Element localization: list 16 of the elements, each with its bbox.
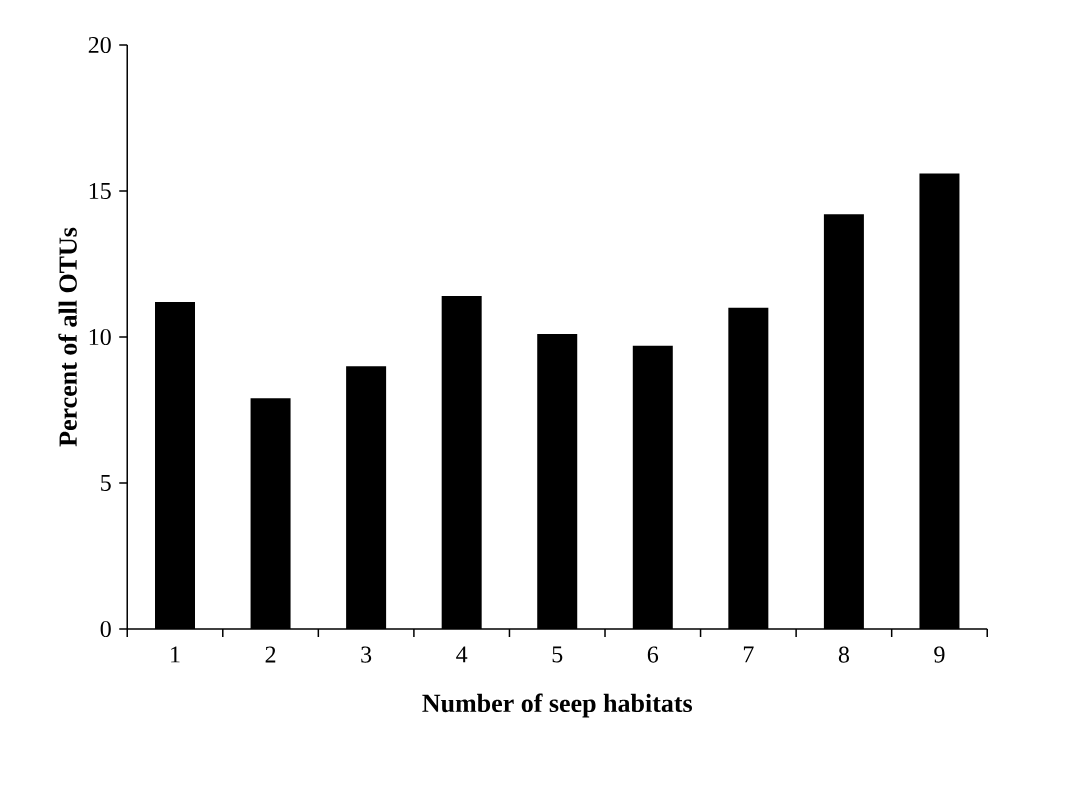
x-tick-label: 8 — [838, 646, 849, 663]
x-tick-label: 2 — [265, 646, 276, 663]
x-tick-label: 3 — [361, 646, 372, 663]
x-tick-label: 7 — [743, 646, 754, 663]
y-tick-label: 10 — [89, 328, 111, 346]
x-tick-label: 4 — [456, 646, 468, 663]
y-tick-label: 0 — [100, 620, 111, 638]
x-tick-label: 1 — [171, 646, 180, 663]
y-tick-label: 20 — [88, 36, 111, 54]
y-tick-label: 15 — [89, 182, 111, 200]
x-tick-label: 5 — [552, 646, 563, 663]
x-tick-label: 6 — [647, 646, 659, 663]
y-axis-title: Percent of all OTUs — [58, 227, 77, 447]
x-axis-title: Number of seep habitats — [422, 693, 692, 718]
x-tick-label: 9 — [934, 646, 945, 663]
y-tick-label: 5 — [101, 475, 111, 491]
